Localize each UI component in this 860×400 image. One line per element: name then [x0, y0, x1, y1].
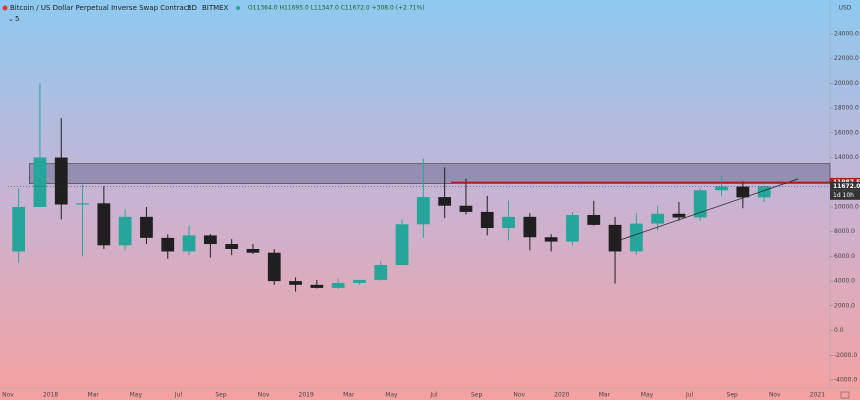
candle-body [459, 205, 473, 212]
ohlc-values: O11364.0 H11695.0 L11347.0 C11672.0 +308… [248, 5, 425, 12]
x-tick-label: Sep [471, 392, 483, 399]
candle-body [693, 190, 707, 218]
candle-body [289, 281, 302, 285]
x-tick-label: Sep [215, 392, 227, 399]
y-tick-label: 0.0 [834, 327, 844, 334]
x-tick-label: Mar [88, 392, 100, 399]
indicator-toggle[interactable]: ⌄ [8, 15, 14, 23]
candle-body [672, 213, 686, 218]
candle-body [12, 206, 26, 252]
interval[interactable]: 3D [187, 4, 197, 12]
x-tick-label: Nov [2, 392, 14, 399]
y-tick-label: 8000.0 [834, 228, 855, 235]
x-tick-label: 2018 [43, 392, 58, 399]
candle-body [757, 186, 771, 198]
candle-body [54, 157, 68, 205]
candle-body [118, 216, 132, 246]
candle-body [629, 223, 643, 252]
candle-body [353, 279, 366, 283]
candle-body [140, 216, 153, 238]
x-tick-label: Sep [727, 392, 739, 399]
y-tick-label: 20000.0 [834, 80, 859, 87]
candle-body [97, 203, 111, 246]
candle-body [438, 197, 452, 206]
x-tick-label: Jul [429, 392, 438, 399]
candle-body [502, 216, 515, 228]
y-tick-label: 14000.0 [834, 154, 859, 161]
x-tick-label: 2021 [810, 392, 825, 399]
symbol-icon [2, 5, 8, 11]
candle-body [331, 282, 345, 288]
x-tick-label: May [641, 392, 654, 399]
y-tick-label: 18000.0 [834, 105, 859, 112]
y-tick-label: 4000.0 [834, 278, 855, 285]
candle-body [736, 186, 750, 198]
x-tick-label: Mar [343, 392, 355, 399]
price-tag [830, 181, 860, 191]
candle-body [182, 235, 196, 252]
market-status [236, 6, 240, 10]
candle-body [203, 235, 217, 245]
settings-button[interactable] [840, 391, 850, 399]
x-tick-label: Nov [258, 392, 270, 399]
exchange: BITMEX [202, 4, 229, 12]
candle-body [310, 284, 324, 288]
y-tick-label: 6000.0 [834, 253, 855, 260]
candle-body [374, 265, 388, 280]
candle-body [523, 216, 537, 238]
chart-title: Bitcoin / US Dollar Perpetual Inverse Sw… [10, 4, 191, 12]
x-tick-label: 2019 [299, 392, 314, 399]
candle-body [480, 211, 494, 228]
x-tick-label: Nov [769, 392, 781, 399]
y-tick-label: -4000.0 [834, 376, 857, 383]
price-tag-label: 11672.0 [833, 183, 860, 190]
trendline [610, 178, 799, 244]
y-tick-label: 22000.0 [834, 55, 859, 62]
x-tick-label: Jul [685, 392, 694, 399]
candle-body [76, 203, 89, 205]
candle-body [544, 237, 558, 242]
currency-label: USD [839, 5, 852, 12]
countdown: 1d 10h [833, 192, 854, 199]
x-tick-label: Nov [513, 392, 525, 399]
x-tick-label: May [385, 392, 398, 399]
candle-body [246, 248, 260, 253]
y-tick-label: 16000.0 [834, 129, 859, 136]
candle-body [161, 237, 175, 252]
candle-body [416, 197, 430, 225]
y-tick-label: 24000.0 [834, 30, 859, 37]
x-tick-label: May [130, 392, 143, 399]
candle-body [566, 215, 579, 242]
candle-body [587, 215, 601, 225]
candle-body [395, 224, 409, 266]
y-tick-label: 2000.0 [834, 302, 855, 309]
y-tick-label: -2000.0 [834, 352, 857, 359]
candle-body [651, 213, 665, 224]
candle-body [225, 244, 239, 249]
candle-body [33, 157, 47, 207]
y-tick-label: 10000.0 [834, 203, 859, 210]
candle-body [608, 224, 622, 252]
x-tick-label: 2020 [554, 392, 569, 399]
indicator-value: 5 [15, 15, 19, 23]
candle-body [715, 186, 728, 191]
x-tick-label: Mar [599, 392, 611, 399]
candle-body [267, 252, 281, 282]
countdown-tag [830, 190, 860, 200]
x-tick-label: Jul [174, 392, 183, 399]
zone [28, 163, 831, 184]
